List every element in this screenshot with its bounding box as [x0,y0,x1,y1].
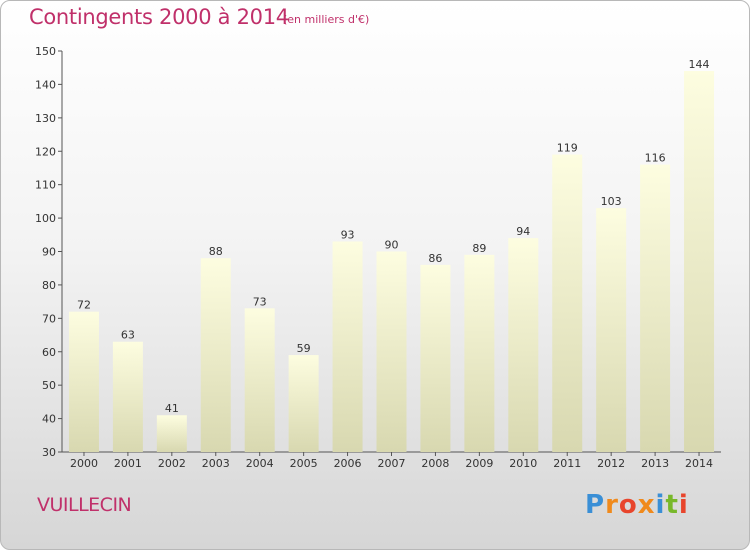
x-tick-label: 2009 [465,457,493,470]
chart-bars [68,71,715,453]
bar [244,308,275,452]
data-label: 41 [165,402,179,415]
y-tick-label: 80 [42,279,56,292]
data-label: 86 [428,252,442,265]
x-tick-label: 2013 [641,457,669,470]
bar [420,264,451,452]
x-tick-label: 2008 [421,457,449,470]
y-tick-label: 60 [42,346,56,359]
y-tick-label: 150 [35,45,56,58]
bar [596,208,627,452]
y-tick-label: 90 [42,246,56,259]
bar [508,238,539,452]
bar [552,154,583,452]
y-tick-label: 50 [42,379,56,392]
bar [684,71,715,453]
data-label: 119 [557,142,578,155]
data-label: 73 [253,295,267,308]
bar [464,254,495,452]
data-label: 103 [601,195,622,208]
x-tick-label: 2001 [114,457,142,470]
logo-letter: i [678,490,689,520]
y-tick-label: 130 [35,112,56,125]
data-label: 89 [472,242,486,255]
y-tick-label: 70 [42,312,56,325]
x-tick-label: 2010 [509,457,537,470]
y-tick-label: 40 [42,413,56,426]
chart-axes: 30 40 50 60 70 80 90 100 110 120 130 140 150 [35,45,721,459]
data-label: 93 [341,228,355,241]
bar [112,341,143,452]
x-tick-label: 2012 [597,457,625,470]
logo-letter: i [655,490,666,520]
bar [376,251,407,452]
proxiti-logo[interactable]: Proxiti [585,490,689,520]
x-tick-label: 2007 [378,457,406,470]
data-label: 94 [516,225,530,238]
x-tick-label: 2006 [334,457,362,470]
x-tick-label: 2011 [553,457,581,470]
bar [200,258,231,452]
bar [332,241,363,452]
bar [288,355,319,452]
y-tick-label: 140 [35,78,56,91]
commune-name: VUILLECIN [37,494,132,516]
logo-letter: P [585,490,606,520]
data-label: 88 [209,245,223,258]
chart-title: Contingents 2000 à 2014 [29,5,289,29]
data-label: 116 [645,152,666,165]
logo-letter: o [618,490,638,520]
logo-letter: t [665,490,679,520]
chart-labels: 2000 72 2001 63 2002 41 2003 88 2004 73 2005 59 2006… [70,58,713,470]
logo-letter: x [637,490,656,520]
y-tick-label: 110 [35,179,56,192]
data-label: 63 [121,329,135,342]
y-tick-label: 100 [35,212,56,225]
bar [68,311,99,452]
data-label: 144 [689,58,710,71]
x-tick-label: 2000 [70,457,98,470]
x-tick-label: 2014 [685,457,713,470]
y-tick-label: 120 [35,145,56,158]
x-tick-label: 2002 [158,457,186,470]
bar [156,415,187,452]
data-label: 72 [77,299,91,312]
x-tick-label: 2005 [290,457,318,470]
x-tick-label: 2003 [202,457,230,470]
data-label: 90 [385,239,399,252]
data-label: 59 [297,342,311,355]
bar [640,164,671,452]
y-tick-label: 30 [42,446,56,459]
x-tick-label: 2004 [246,457,274,470]
chart-subtitle: (en milliers d'€) [283,13,370,26]
logo-letter: r [605,490,619,520]
